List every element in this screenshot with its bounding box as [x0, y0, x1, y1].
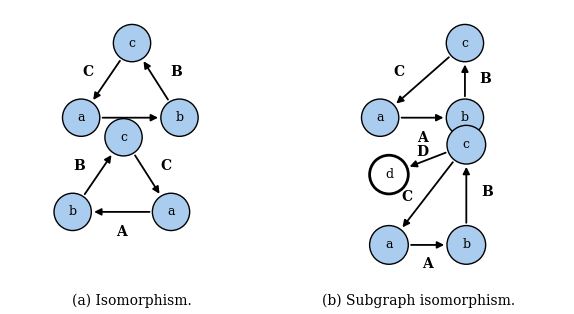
Text: c: c — [129, 36, 135, 50]
Circle shape — [447, 125, 486, 164]
Circle shape — [370, 155, 408, 194]
Text: A: A — [422, 257, 433, 271]
Text: A: A — [417, 131, 428, 145]
Circle shape — [447, 225, 486, 264]
Circle shape — [362, 99, 399, 136]
Text: C: C — [401, 191, 412, 204]
Text: B: B — [170, 65, 182, 79]
Text: A: A — [125, 131, 135, 145]
Circle shape — [63, 99, 100, 136]
Text: (a) Isomorphism.: (a) Isomorphism. — [72, 293, 192, 308]
Text: D: D — [416, 145, 428, 159]
Circle shape — [446, 99, 483, 136]
Text: b: b — [176, 111, 184, 124]
Circle shape — [114, 24, 150, 62]
Text: c: c — [120, 131, 127, 144]
Text: A: A — [117, 225, 127, 239]
Text: a: a — [385, 238, 393, 252]
Text: c: c — [463, 138, 470, 151]
Text: c: c — [461, 36, 468, 50]
Text: a: a — [377, 111, 384, 124]
Text: C: C — [393, 65, 404, 79]
Circle shape — [54, 193, 91, 230]
Circle shape — [446, 24, 483, 62]
Text: a: a — [77, 111, 85, 124]
Circle shape — [370, 225, 408, 264]
Text: b: b — [69, 205, 77, 219]
Text: B: B — [73, 159, 86, 173]
Text: B: B — [482, 185, 493, 199]
Circle shape — [105, 119, 142, 156]
Text: b: b — [461, 111, 469, 124]
Text: C: C — [160, 159, 172, 173]
Text: d: d — [385, 168, 393, 181]
Text: a: a — [167, 205, 174, 219]
Circle shape — [152, 193, 189, 230]
Text: (b) Subgraph isomorphism.: (b) Subgraph isomorphism. — [323, 293, 515, 308]
Text: b: b — [462, 238, 470, 252]
Circle shape — [161, 99, 198, 136]
Text: B: B — [479, 72, 491, 86]
Text: C: C — [83, 65, 94, 79]
